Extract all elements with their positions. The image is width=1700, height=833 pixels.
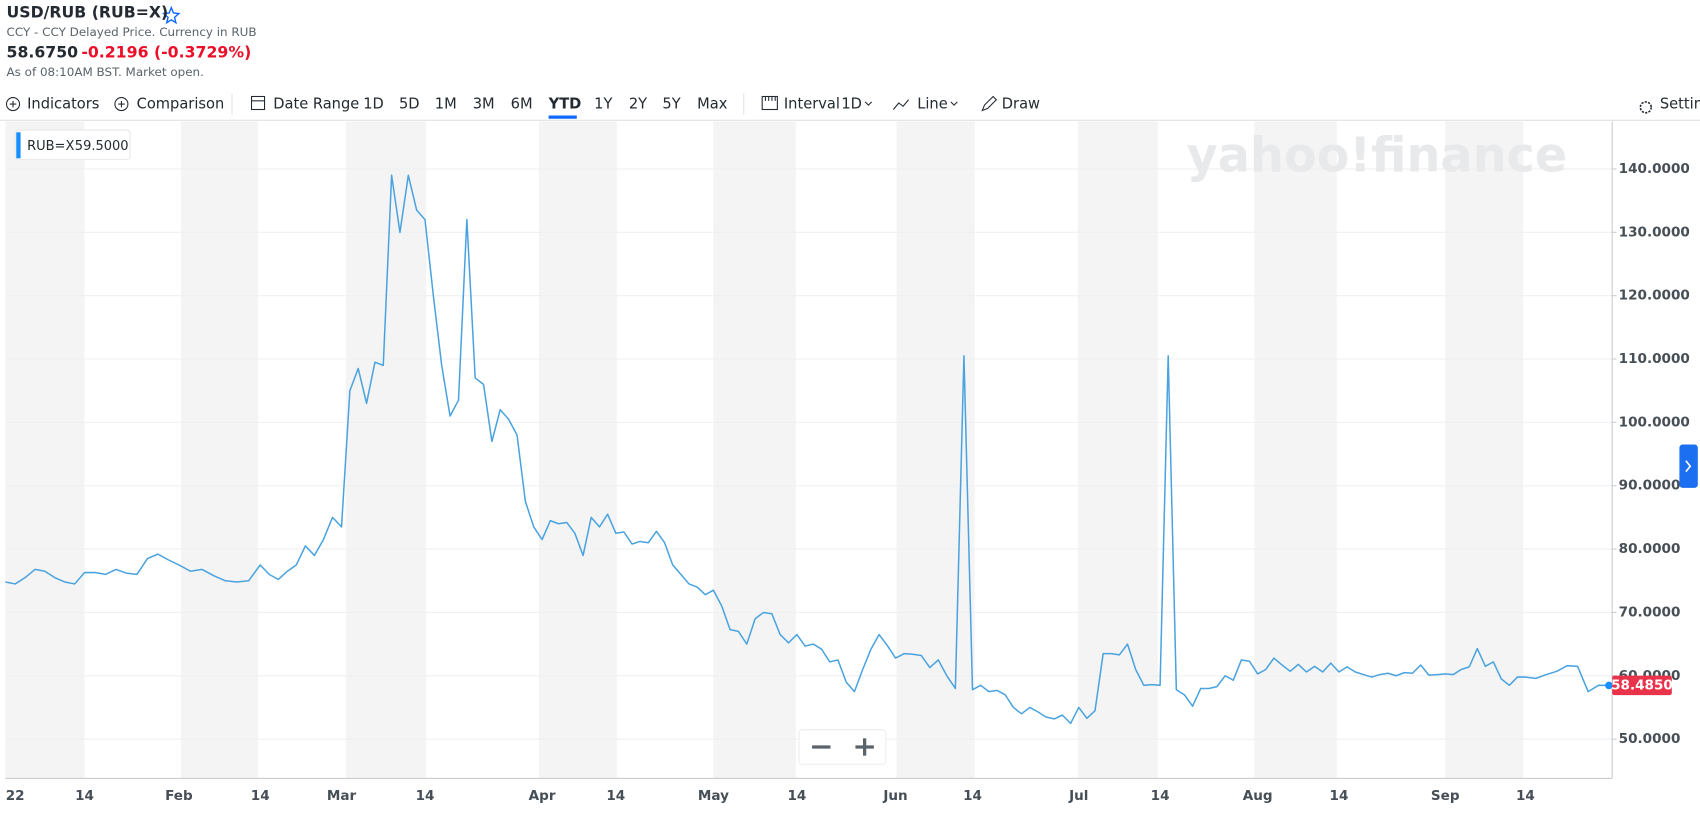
price: 58.6750 bbox=[6, 44, 79, 62]
y-tick-label: 140.0000 bbox=[1619, 161, 1690, 177]
x-tick-label: Mar bbox=[327, 788, 357, 804]
icon bbox=[5, 97, 21, 112]
x-tick-label: Sep bbox=[1431, 788, 1460, 804]
x-tick-label: 14 bbox=[787, 788, 806, 804]
legend-value: 59.5000 bbox=[75, 139, 129, 154]
legend-name: RUB=X bbox=[27, 139, 74, 154]
interval-button[interactable]: Interval bbox=[783, 95, 840, 113]
range-button[interactable]: 5Y bbox=[662, 95, 681, 113]
icon bbox=[1639, 101, 1653, 114]
watermark: yahoo!finance bbox=[1187, 128, 1568, 183]
icon bbox=[9, 100, 17, 108]
price-line bbox=[5, 174, 1609, 725]
x-tick-label: Aug bbox=[1243, 788, 1273, 804]
y-tick-label: 100.0000 bbox=[1619, 414, 1690, 430]
month-band bbox=[896, 121, 975, 779]
y-tick-label: 80.0000 bbox=[1619, 541, 1681, 557]
y-tick-label: 130.0000 bbox=[1619, 224, 1690, 240]
x-tick-label: 14 bbox=[606, 788, 625, 804]
last-price-tag bbox=[1612, 675, 1672, 696]
month-band bbox=[538, 121, 617, 779]
icon bbox=[892, 99, 909, 110]
month-band bbox=[1077, 121, 1158, 779]
chevron bbox=[864, 101, 958, 106]
range-button[interactable]: Max bbox=[697, 95, 728, 113]
x-tick-label: Apr bbox=[529, 788, 556, 804]
x-tick-label: 14 bbox=[1151, 788, 1170, 804]
icon bbox=[761, 95, 778, 111]
change-percent: (-0.3729%) bbox=[153, 44, 252, 62]
draw-button[interactable]: Draw bbox=[1001, 95, 1041, 113]
last-price-label: 58.4850 bbox=[1611, 677, 1673, 693]
month-band bbox=[181, 121, 259, 779]
watchlist-star[interactable] bbox=[162, 5, 181, 25]
range-button[interactable]: 1Y bbox=[594, 95, 613, 113]
x-tick-label: Jul bbox=[1068, 788, 1088, 804]
y-tick-label: 70.0000 bbox=[1619, 604, 1681, 620]
y-tick-label: 90.0000 bbox=[1619, 478, 1681, 494]
x-tick-label: Jun bbox=[882, 788, 907, 804]
range-button[interactable]: 1D bbox=[363, 95, 384, 113]
x-tick-label: 14 bbox=[1330, 788, 1349, 804]
range-button[interactable]: 1M bbox=[434, 95, 457, 113]
range-button[interactable]: 2Y bbox=[628, 95, 648, 113]
zoom-controls bbox=[798, 729, 887, 765]
settings-button[interactable]: Settings bbox=[1659, 95, 1700, 113]
as-of: As of 08:10AM BST. Market open. bbox=[6, 65, 204, 80]
x-tick-label: 14 bbox=[1516, 788, 1535, 804]
x-tick-label: May bbox=[698, 788, 729, 804]
month-band bbox=[713, 121, 796, 779]
month-band bbox=[1445, 121, 1524, 779]
y-tick-label: 50.0000 bbox=[1619, 731, 1681, 747]
legend-swatch bbox=[16, 132, 21, 159]
x-tick-label: 22 bbox=[6, 788, 25, 804]
y-tick-label: 110.0000 bbox=[1619, 351, 1690, 367]
chart-type-button[interactable]: Line bbox=[917, 95, 948, 113]
icon bbox=[981, 95, 998, 112]
range-button[interactable]: 3M bbox=[472, 95, 495, 113]
y-tick-label: 120.0000 bbox=[1619, 288, 1690, 304]
range-button[interactable]: 6M bbox=[510, 95, 533, 113]
x-tick-label: Feb bbox=[165, 788, 193, 804]
comparison-button[interactable]: Comparison bbox=[136, 95, 225, 113]
last-point bbox=[1605, 681, 1613, 690]
icon bbox=[764, 96, 776, 101]
icon bbox=[114, 97, 129, 112]
indicators-button[interactable]: Indicators bbox=[27, 95, 100, 113]
x-tick-label: 14 bbox=[251, 788, 270, 804]
interval-value[interactable]: 1D bbox=[841, 95, 862, 113]
legend-box bbox=[14, 129, 131, 160]
title: USD/RUB (RUB=X) bbox=[6, 4, 169, 22]
x-tick-label: 14 bbox=[75, 788, 94, 804]
change: -0.2196 bbox=[81, 44, 149, 62]
side-panel-arrow bbox=[1685, 460, 1692, 473]
date-range-button[interactable]: Date Range bbox=[273, 95, 360, 113]
side-panel-toggle[interactable] bbox=[1679, 444, 1698, 488]
icon bbox=[118, 100, 125, 108]
month-band bbox=[345, 121, 427, 779]
icon bbox=[250, 95, 266, 111]
month-band bbox=[5, 121, 85, 779]
subtitle: CCY - CCY Delayed Price. Currency in RUB bbox=[6, 24, 257, 40]
range-button[interactable]: YTD bbox=[548, 95, 582, 113]
month-band bbox=[1254, 121, 1337, 779]
range-button[interactable]: 5D bbox=[398, 95, 420, 113]
x-tick-label: 14 bbox=[416, 788, 435, 804]
x-tick-label: 14 bbox=[963, 788, 982, 804]
